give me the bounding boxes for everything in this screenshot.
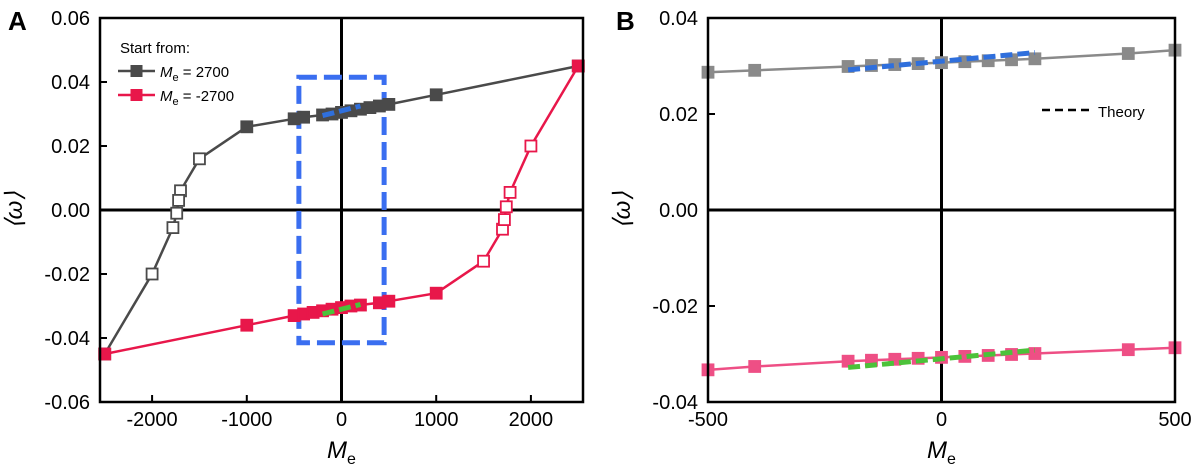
x-tick-label: 1000: [414, 409, 459, 431]
x-axis-label-main: M: [327, 437, 347, 464]
data-point-1-16: [499, 200, 513, 214]
legend-item-label: Theory: [1098, 104, 1145, 121]
y-tick-label: 0.04: [51, 72, 90, 94]
x-tick-label: -500: [688, 409, 728, 431]
y-axis-label: ⟨ω⟩: [609, 191, 636, 229]
data-point-0-15: [172, 193, 186, 207]
data-point-0-18: [145, 267, 159, 281]
data-point-1-10: [1028, 347, 1042, 360]
legend-item-subscript: e: [173, 96, 179, 108]
data-point-0-11: [287, 112, 301, 126]
data-point-1-4: [888, 352, 902, 366]
data-point-0-12: [240, 120, 254, 134]
legend: Theory: [1042, 104, 1145, 121]
panel-label: B: [616, 6, 635, 36]
x-tick-label: 0: [936, 409, 947, 431]
x-tick-label: 0: [336, 409, 347, 431]
x-axis-label: Me: [327, 437, 356, 468]
panel-b: -500 0 500 0.04 0.02 0.00 -0.02 -0.04 Me ⟨ω⟩ B Theo…: [609, 6, 1192, 468]
data-point-1-18: [524, 139, 538, 153]
legend-item-label: Me = 2700: [160, 64, 229, 84]
legend-title: Start from:: [120, 40, 190, 57]
data-point-0-1: [748, 63, 762, 77]
data-point-1-1: [240, 318, 254, 332]
data-point-0-13: [193, 152, 206, 166]
y-tick-label: -0.02: [44, 264, 90, 286]
theory-line-0: [321, 103, 362, 119]
panel-a: -2000 -1000 0 1000 2000 0.06 0.04 0.02 0.00 -0.02…: [1, 6, 585, 468]
theory-line-1: [847, 347, 1036, 370]
x-tick-label: 2000: [509, 409, 554, 431]
zoom-highlight-box: [296, 74, 387, 346]
x-tick-label: -1000: [221, 409, 272, 431]
y-tick-label: 0.00: [51, 200, 90, 222]
y-tick-label: 0.02: [659, 104, 698, 126]
y-tick-label: 0.02: [51, 136, 90, 158]
y-tick-label: -0.06: [44, 392, 90, 414]
data-point-0-16: [170, 206, 184, 220]
y-tick-label: 0.00: [659, 200, 698, 222]
data-point-1-17: [503, 185, 517, 199]
theory-line-0: [847, 50, 1036, 73]
y-tick-label: 0.06: [51, 8, 90, 30]
legend-item-value: = -2700: [179, 88, 234, 105]
legend-swatch-marker: [130, 89, 143, 101]
data-point-1-11: [1121, 343, 1135, 357]
x-tick-label: 500: [1158, 409, 1191, 431]
data-point-1-11: [382, 294, 396, 308]
data-point-1-1: [748, 360, 762, 373]
y-tick-label: 0.04: [659, 8, 698, 30]
y-axis-label: ⟨ω⟩: [1, 191, 28, 229]
data-point-1-13: [477, 254, 490, 268]
legend-item-subscript: e: [173, 72, 179, 84]
legend-swatch-marker: [130, 65, 143, 77]
y-tick-label: -0.04: [44, 328, 90, 350]
legend-item-symbol: M: [160, 88, 173, 105]
data-point-0-11: [1121, 47, 1135, 60]
data-point-1-12: [429, 286, 443, 300]
y-tick-label: -0.02: [652, 296, 698, 318]
x-axis-label: Me: [927, 437, 956, 468]
legend-item-label: Me = -2700: [160, 88, 234, 108]
data-point-0-2: [841, 60, 855, 73]
panel-label: A: [8, 6, 27, 36]
data-point-1-15: [497, 213, 511, 227]
y-tick-label: -0.04: [652, 392, 698, 414]
legend-item-symbol: M: [160, 64, 173, 81]
legend-item-value: = 2700: [179, 64, 229, 81]
data-point-0-17: [166, 221, 180, 235]
x-axis-label-sub: e: [347, 451, 356, 468]
data-point-0-1: [429, 88, 443, 102]
x-tick-label: -2000: [127, 409, 178, 431]
theory-line-1: [321, 301, 362, 317]
x-axis-label-sub: e: [947, 451, 956, 468]
x-axis-label-main: M: [927, 437, 947, 464]
